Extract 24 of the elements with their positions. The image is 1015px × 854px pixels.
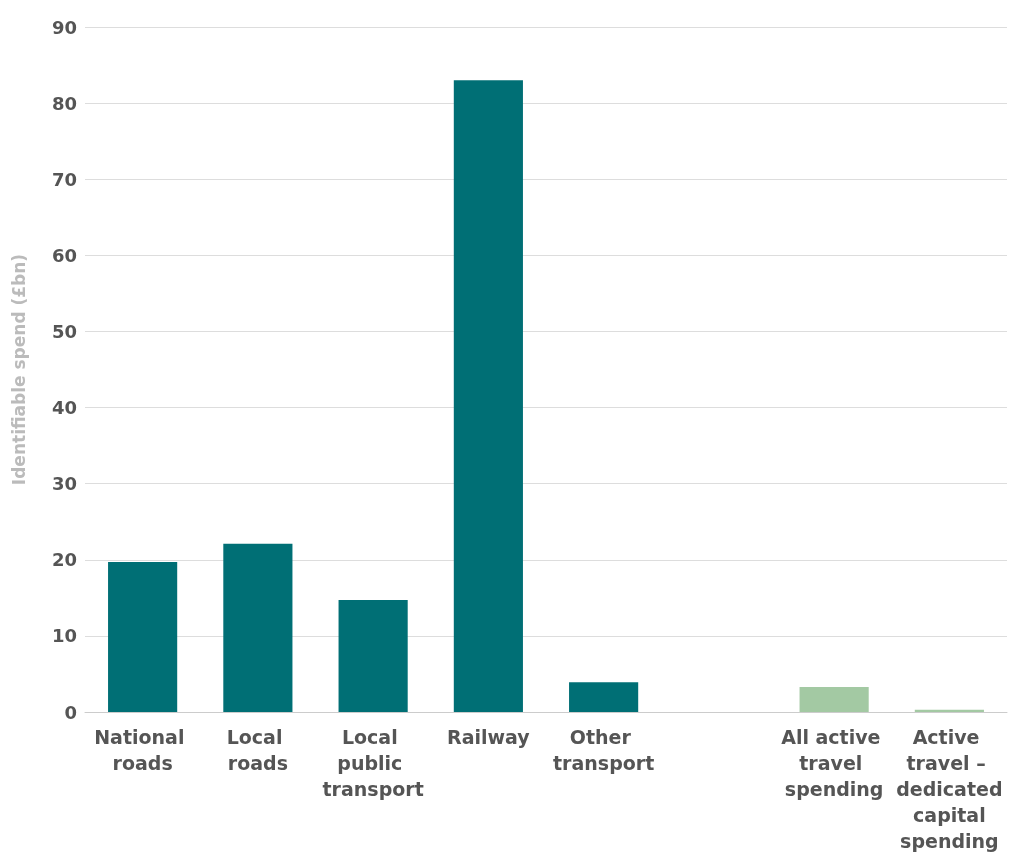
y-tick-label: 90: [51, 16, 77, 38]
y-tick-label: 70: [51, 168, 77, 190]
y-tick-label: 30: [51, 473, 77, 495]
x-tick-label: Local roads: [226, 726, 290, 774]
bar: [338, 600, 408, 712]
y-tick-label: 20: [51, 549, 77, 571]
y-tick-label: 60: [51, 244, 77, 266]
y-tick-label: 80: [51, 92, 77, 114]
x-tick-label: Active travel – dedicated capital spending: [896, 726, 1003, 852]
bar: [799, 686, 869, 712]
x-tick-label: National roads: [94, 726, 192, 774]
y-tick-label: 10: [51, 625, 77, 647]
y-tick-label: 0: [64, 701, 77, 723]
y-tick-label: 50: [51, 320, 77, 342]
x-tick-label: Railway: [447, 726, 531, 748]
x-tick-label: Local public transport: [322, 726, 424, 800]
y-axis-title: Identifiable spend (£bn): [8, 253, 29, 486]
x-tick-label: Other transport: [553, 726, 655, 774]
y-tick-label: 40: [51, 397, 77, 419]
x-tick-label: All active travel spending: [781, 726, 888, 800]
bar: [223, 543, 293, 712]
bar: [108, 562, 178, 712]
bar: [569, 682, 639, 712]
bar: [453, 80, 523, 712]
